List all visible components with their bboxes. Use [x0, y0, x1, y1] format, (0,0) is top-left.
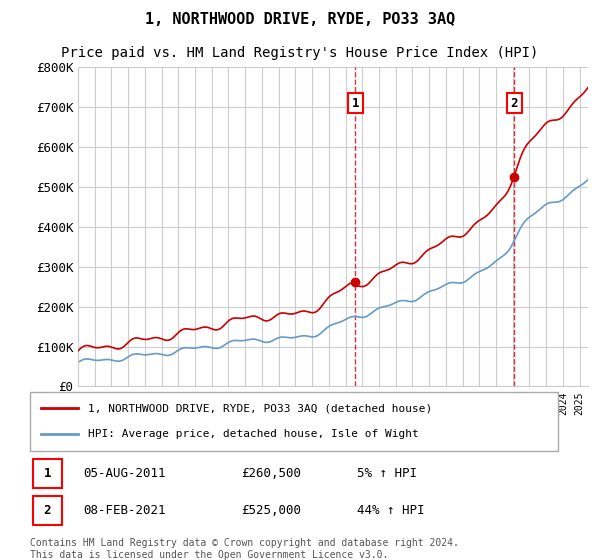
Text: 08-FEB-2021: 08-FEB-2021	[83, 504, 166, 517]
Text: 1: 1	[352, 97, 359, 110]
FancyBboxPatch shape	[32, 496, 62, 525]
FancyBboxPatch shape	[32, 459, 62, 488]
Text: 1, NORTHWOOD DRIVE, RYDE, PO33 3AQ: 1, NORTHWOOD DRIVE, RYDE, PO33 3AQ	[145, 12, 455, 27]
Text: 2: 2	[44, 504, 51, 517]
Text: Contains HM Land Registry data © Crown copyright and database right 2024.
This d: Contains HM Land Registry data © Crown c…	[30, 538, 459, 560]
Text: 2: 2	[511, 97, 518, 110]
Text: 1: 1	[44, 467, 51, 480]
Text: £260,500: £260,500	[241, 467, 301, 480]
Text: HPI: Average price, detached house, Isle of Wight: HPI: Average price, detached house, Isle…	[88, 430, 419, 440]
Text: 5% ↑ HPI: 5% ↑ HPI	[358, 467, 418, 480]
FancyBboxPatch shape	[30, 392, 558, 451]
Text: £525,000: £525,000	[241, 504, 301, 517]
Text: 44% ↑ HPI: 44% ↑ HPI	[358, 504, 425, 517]
Text: 1, NORTHWOOD DRIVE, RYDE, PO33 3AQ (detached house): 1, NORTHWOOD DRIVE, RYDE, PO33 3AQ (deta…	[88, 403, 433, 413]
Text: 05-AUG-2011: 05-AUG-2011	[83, 467, 166, 480]
Text: Price paid vs. HM Land Registry's House Price Index (HPI): Price paid vs. HM Land Registry's House …	[61, 46, 539, 60]
